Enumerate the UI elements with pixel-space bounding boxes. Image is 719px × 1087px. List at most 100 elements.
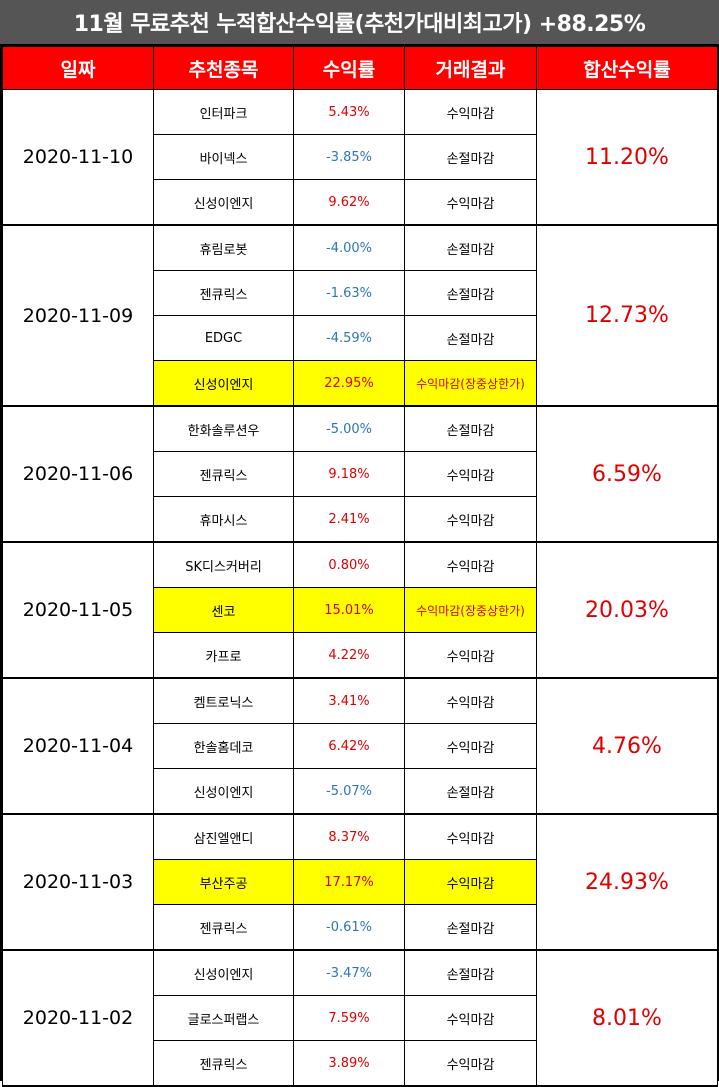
stock-cell: 신성이엔지 <box>153 360 294 407</box>
rate-cell: 7.59% <box>293 995 405 1041</box>
date-cell: 2020-11-03 <box>2 813 154 951</box>
header-result: 거래결과 <box>404 46 537 90</box>
rate-cell: -1.63% <box>293 270 405 316</box>
rate-cell: 4.22% <box>293 632 405 679</box>
rate-cell: 6.42% <box>293 723 405 769</box>
table-row: 2020-11-06 한화솔루션우 -5.00% 손절마감 6.59% <box>2 405 718 543</box>
result-cell: 손절마감 <box>404 768 537 815</box>
result-cell: 수익마감 <box>404 451 537 497</box>
header-row: 일짜 추천종목 수익률 거래결과 합산수익률 <box>2 46 718 90</box>
header-date: 일짜 <box>2 46 154 90</box>
table-row: 2020-11-10 인터파크 5.43% 수익마감 11.20% <box>2 89 718 226</box>
table-row: 젠큐릭스 -1.63% 손절마감 <box>3 270 718 316</box>
rate-cell: 9.18% <box>293 451 405 497</box>
header-rate: 수익률 <box>293 46 405 90</box>
stock-cell: EDGC <box>153 315 294 361</box>
table-row: EDGC -4.59% 손절마감 <box>3 315 718 361</box>
stock-cell: 휴림로봇 <box>153 224 294 271</box>
date-cell: 2020-11-05 <box>2 541 154 679</box>
date-cell: 2020-11-06 <box>2 405 154 543</box>
table-row: 카프로 4.22% 수익마감 <box>3 632 718 679</box>
result-cell: 수익마감 <box>404 1040 537 1087</box>
stock-cell: 삼진엘앤디 <box>153 813 294 860</box>
result-cell: 수익마감 <box>404 677 537 724</box>
table-row: 부산주공 17.17% 수익마감 <box>3 859 718 905</box>
date-cell: 2020-11-10 <box>2 89 154 226</box>
table-row: 센코 15.01% 수익마감(장중상한가) <box>3 587 718 633</box>
table-row: 신성이엔지 -5.07% 손절마감 <box>3 768 718 815</box>
result-cell: 손절마감 <box>404 270 537 316</box>
result-cell: 손절마감 <box>404 224 537 271</box>
total-return-cell: 20.03% <box>536 541 718 679</box>
date-cell: 2020-11-04 <box>2 677 154 815</box>
header-stock: 추천종목 <box>153 46 294 90</box>
result-cell: 수익마감 <box>404 723 537 769</box>
result-cell: 수익마감(장중상한가) <box>404 360 537 407</box>
result-cell: 손절마감 <box>404 405 537 452</box>
table-row: 2020-11-09 휴림로봇 -4.00% 손절마감 12.73% <box>2 224 718 407</box>
stock-cell: 한화솔루션우 <box>153 405 294 452</box>
rate-cell: 3.41% <box>293 677 405 724</box>
stock-cell: 센코 <box>153 587 294 633</box>
table-row: 신성이엔지 22.95% 수익마감(장중상한가) <box>3 360 718 407</box>
result-cell: 수익마감 <box>404 632 537 679</box>
stock-cell: 젠큐릭스 <box>153 1040 294 1087</box>
table-row: 신성이엔지 9.62% 수익마감 <box>3 179 718 226</box>
rate-cell: -5.07% <box>293 768 405 815</box>
stock-cell: 신성이엔지 <box>153 949 294 996</box>
rate-cell: 22.95% <box>293 360 405 407</box>
table-body: 2020-11-10 인터파크 5.43% 수익마감 11.20% 바이넥스 -3.85% 손… <box>2 89 718 1087</box>
result-cell: 수익마감 <box>404 179 537 226</box>
stock-cell: 젠큐릭스 <box>153 451 294 497</box>
rate-cell: 0.80% <box>293 541 405 588</box>
result-cell: 수익마감 <box>404 541 537 588</box>
result-cell: 손절마감 <box>404 315 537 361</box>
rate-cell: -3.47% <box>293 949 405 996</box>
table-row: 2020-11-04 켐트로닉스 3.41% 수익마감 4.76% <box>2 677 718 815</box>
table-row: 젠큐릭스 9.18% 수익마감 <box>3 451 718 497</box>
result-cell: 수익마감 <box>404 496 537 543</box>
table-row: 한솔홈데코 6.42% 수익마감 <box>3 723 718 769</box>
stock-cell: 인터파크 <box>153 89 294 135</box>
result-cell: 수익마감 <box>404 995 537 1041</box>
date-cell: 2020-11-09 <box>2 224 154 407</box>
total-return-cell: 8.01% <box>536 949 718 1087</box>
table-row: 젠큐릭스 -0.61% 손절마감 <box>3 904 718 951</box>
total-return-cell: 12.73% <box>536 224 718 407</box>
stock-cell: 한솔홈데코 <box>153 723 294 769</box>
result-cell: 손절마감 <box>404 134 537 180</box>
rate-cell: 5.43% <box>293 89 405 135</box>
stock-cell: 휴마시스 <box>153 496 294 543</box>
table-row: 글로스퍼랩스 7.59% 수익마감 <box>3 995 718 1041</box>
rate-cell: 17.17% <box>293 859 405 905</box>
result-cell: 수익마감(장중상한가) <box>404 587 537 633</box>
stock-cell: 젠큐릭스 <box>153 904 294 951</box>
rate-cell: -5.00% <box>293 405 405 452</box>
result-cell: 수익마감 <box>404 813 537 860</box>
stock-cell: 신성이엔지 <box>153 179 294 226</box>
stock-cell: 바이넥스 <box>153 134 294 180</box>
total-return-cell: 6.59% <box>536 405 718 543</box>
rate-cell: 9.62% <box>293 179 405 226</box>
table-row: 휴마시스 2.41% 수익마감 <box>3 496 718 543</box>
recommendation-table: 일짜 추천종목 수익률 거래결과 합산수익률 2020-11-10 인터파크 5.4… <box>2 46 718 1087</box>
stock-cell: SK디스커버리 <box>153 541 294 588</box>
table-row: 2020-11-03 삼진엘앤디 8.37% 수익마감 24.93% <box>2 813 718 951</box>
rate-cell: -0.61% <box>293 904 405 951</box>
total-return-cell: 4.76% <box>536 677 718 815</box>
result-cell: 수익마감 <box>404 859 537 905</box>
total-return-cell: 24.93% <box>536 813 718 951</box>
rate-cell: 15.01% <box>293 587 405 633</box>
result-cell: 수익마감 <box>404 89 537 135</box>
page-title: 11월 무료추천 누적합산수익률(추천가대비최고가) +88.25% <box>0 0 719 44</box>
stock-cell: 켐트로닉스 <box>153 677 294 724</box>
table-row: 2020-11-05 SK디스커버리 0.80% 수익마감 20.03% <box>2 541 718 679</box>
stock-cell: 글로스퍼랩스 <box>153 995 294 1041</box>
rate-cell: 3.89% <box>293 1040 405 1087</box>
result-cell: 손절마감 <box>404 949 537 996</box>
stock-cell: 신성이엔지 <box>153 768 294 815</box>
stock-cell: 부산주공 <box>153 859 294 905</box>
header-total: 합산수익률 <box>536 46 718 90</box>
rate-cell: -4.00% <box>293 224 405 271</box>
rate-cell: 2.41% <box>293 496 405 543</box>
